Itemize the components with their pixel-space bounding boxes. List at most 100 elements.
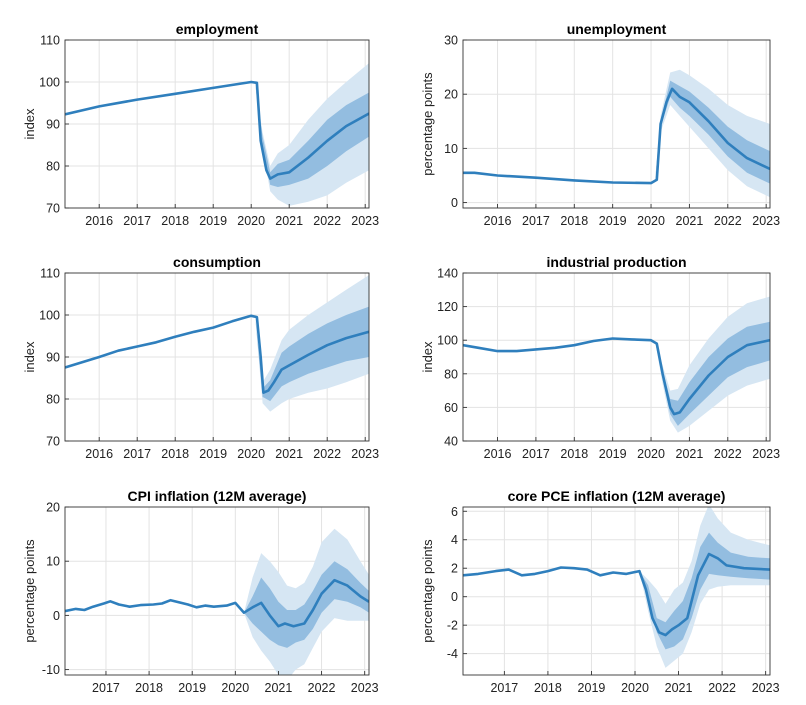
plot-area <box>65 275 369 412</box>
x-tick-label: 2018 <box>161 447 189 461</box>
series-line <box>65 314 369 394</box>
x-tick-label: 2020 <box>221 681 249 695</box>
x-tick-label: 2018 <box>534 681 562 695</box>
plot-area <box>463 507 770 668</box>
y-tick-label: 70 <box>46 202 60 216</box>
x-tick-label: 2019 <box>199 214 227 228</box>
plot-area <box>463 296 770 433</box>
y-axis-label: index <box>22 341 37 373</box>
y-tick-label: 40 <box>444 435 458 449</box>
y-tick-label: 20 <box>444 88 458 102</box>
series-line <box>65 578 369 628</box>
x-tick-label: 2023 <box>752 447 780 461</box>
x-tick-label: 2021 <box>676 214 704 228</box>
subplot-4: 2016 2017 2018 2019 2020 2021 2022 2023 40 60 80 10… <box>420 254 780 461</box>
y-tick-label: 20 <box>46 501 60 515</box>
axis-box <box>462 39 771 209</box>
series-line <box>463 87 770 185</box>
x-tick-label: 2022 <box>313 214 341 228</box>
x-tick-label: 2020 <box>637 214 665 228</box>
plot-area <box>65 528 369 675</box>
chart-title: consumption <box>173 254 261 270</box>
y-tick-label: 6 <box>451 505 458 519</box>
x-tick-label: 2018 <box>161 214 189 228</box>
y-tick-label: -10 <box>42 663 60 677</box>
y-tick-label: 140 <box>437 267 458 281</box>
x-tick-label: 2021 <box>275 447 303 461</box>
y-axis-label: percentage points <box>22 539 37 643</box>
axis-box <box>64 506 370 676</box>
x-tick-label: 2023 <box>351 681 379 695</box>
y-tick-label: 80 <box>444 367 458 381</box>
x-tick-label: 2019 <box>599 447 627 461</box>
y-tick-label: 90 <box>46 351 60 365</box>
x-tick-label: 2020 <box>237 214 265 228</box>
y-tick-label: 0 <box>451 196 458 210</box>
x-tick-label: 2018 <box>135 681 163 695</box>
x-tick-label: 2023 <box>752 214 780 228</box>
subplot-1: 2016 2017 2018 2019 2020 2021 2022 2023 70 80 90 10… <box>22 21 379 228</box>
x-tick-label: 2017 <box>92 681 120 695</box>
x-tick-label: 2023 <box>752 681 780 695</box>
subplot-2: 2016 2017 2018 2019 2020 2021 2022 2023 0 10 20 30 u… <box>420 21 780 228</box>
x-tick-label: 2017 <box>522 447 550 461</box>
y-tick-label: 100 <box>39 76 60 90</box>
x-tick-label: 2019 <box>199 447 227 461</box>
x-tick-label: 2023 <box>351 214 379 228</box>
x-tick-label: 2022 <box>714 214 742 228</box>
x-tick-label: 2016 <box>85 447 113 461</box>
y-tick-label: -2 <box>447 619 458 633</box>
y-tick-label: 80 <box>46 393 60 407</box>
inner-band <box>639 532 770 650</box>
chart-title: CPI inflation (12M average) <box>128 488 307 504</box>
y-tick-label: 2 <box>451 562 458 576</box>
inner-band <box>654 80 770 184</box>
y-tick-label: 30 <box>444 34 458 48</box>
y-tick-label: 120 <box>437 300 458 314</box>
x-tick-label: 2019 <box>599 214 627 228</box>
series-line <box>65 80 369 180</box>
y-tick-label: 70 <box>46 435 60 449</box>
y-tick-label: 10 <box>46 555 60 569</box>
y-axis-label: index <box>420 341 435 373</box>
y-tick-label: 80 <box>46 160 60 174</box>
axis-box <box>462 272 771 442</box>
subplot-6: 2017 2018 2019 2020 2021 2022 2023 -4 -2 0 2 4 6 core… <box>420 488 780 695</box>
plot-area <box>65 63 369 206</box>
x-tick-label: 2022 <box>308 681 336 695</box>
y-tick-label: 90 <box>46 118 60 132</box>
subplot-5: 2017 2018 2019 2020 2021 2022 2023 -10 0 10 20 CPI … <box>22 488 379 695</box>
x-tick-label: 2017 <box>123 214 151 228</box>
x-tick-label: 2020 <box>621 681 649 695</box>
chart-title: unemployment <box>567 21 667 37</box>
x-tick-label: 2016 <box>484 447 512 461</box>
x-tick-label: 2017 <box>490 681 518 695</box>
x-tick-label: 2022 <box>313 447 341 461</box>
y-axis-label: percentage points <box>420 539 435 643</box>
x-tick-label: 2016 <box>484 214 512 228</box>
y-tick-label: 60 <box>444 401 458 415</box>
x-tick-label: 2018 <box>560 214 588 228</box>
y-tick-label: 110 <box>40 34 60 48</box>
x-tick-label: 2023 <box>351 447 379 461</box>
y-tick-label: 0 <box>53 609 60 623</box>
outer-band <box>639 507 770 668</box>
x-tick-label: 2020 <box>237 447 265 461</box>
y-tick-label: -4 <box>447 647 458 661</box>
x-tick-label: 2021 <box>265 681 293 695</box>
x-tick-label: 2019 <box>178 681 206 695</box>
x-tick-label: 2021 <box>665 681 693 695</box>
subplot-3: 2016 2017 2018 2019 2020 2021 2022 2023 70 80 90 10… <box>22 254 379 461</box>
y-tick-label: 10 <box>444 142 458 156</box>
y-tick-label: 0 <box>451 590 458 604</box>
series-line <box>463 337 770 416</box>
y-tick-label: 100 <box>39 309 60 323</box>
y-axis-label: percentage points <box>420 72 435 176</box>
x-tick-label: 2021 <box>275 214 303 228</box>
inner-band <box>255 82 369 187</box>
x-tick-label: 2017 <box>522 214 550 228</box>
chart-title: core PCE inflation (12M average) <box>508 488 726 504</box>
x-tick-label: 2016 <box>85 214 113 228</box>
chart-title: industrial production <box>547 254 687 270</box>
